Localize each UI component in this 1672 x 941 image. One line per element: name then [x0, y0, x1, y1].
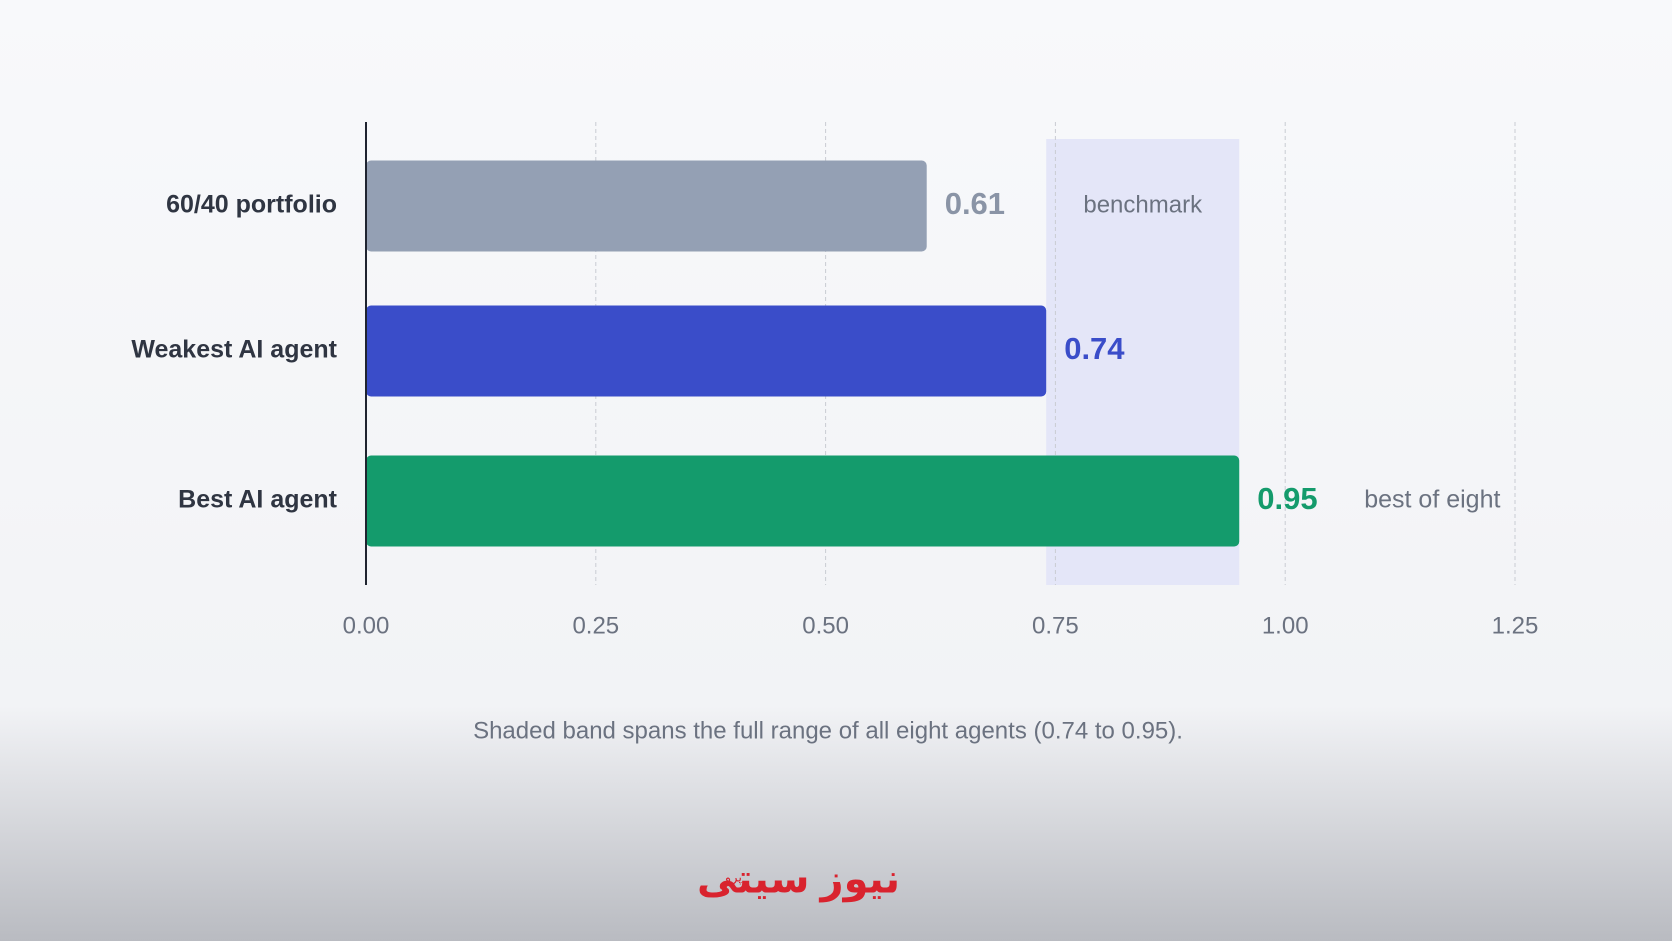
band-label: benchmark [1083, 191, 1203, 218]
value-label: 0.61 [945, 186, 1005, 221]
value-label: 0.95 [1257, 481, 1317, 516]
bar [366, 305, 1047, 397]
bar [366, 160, 927, 252]
y-tick-label: 60/40 portfolio [166, 191, 337, 219]
logo: نیوز سیتی [697, 858, 900, 903]
x-tick-label: 0.25 [572, 612, 619, 639]
y-tick-label: Best AI agent [178, 486, 338, 514]
x-tick-label: 0.75 [1032, 612, 1079, 639]
logo-suffix: پرو [724, 869, 742, 885]
y-tick-label: Weakest AI agent [131, 336, 337, 364]
x-tick-label: 0.00 [343, 612, 390, 639]
x-tick-label: 1.25 [1492, 612, 1539, 639]
caption: Shaded band spans the full range of all … [473, 717, 1183, 744]
plot: 0.00 0.25 0.50 0.75 1.00 1.25 benchmark 60/40 p… [131, 122, 1538, 639]
bar [366, 455, 1240, 547]
x-tick-label: 0.50 [802, 612, 849, 639]
value-label: 0.74 [1064, 331, 1125, 366]
annotation: best of eight [1364, 486, 1500, 514]
x-tick-label: 1.00 [1262, 612, 1309, 639]
